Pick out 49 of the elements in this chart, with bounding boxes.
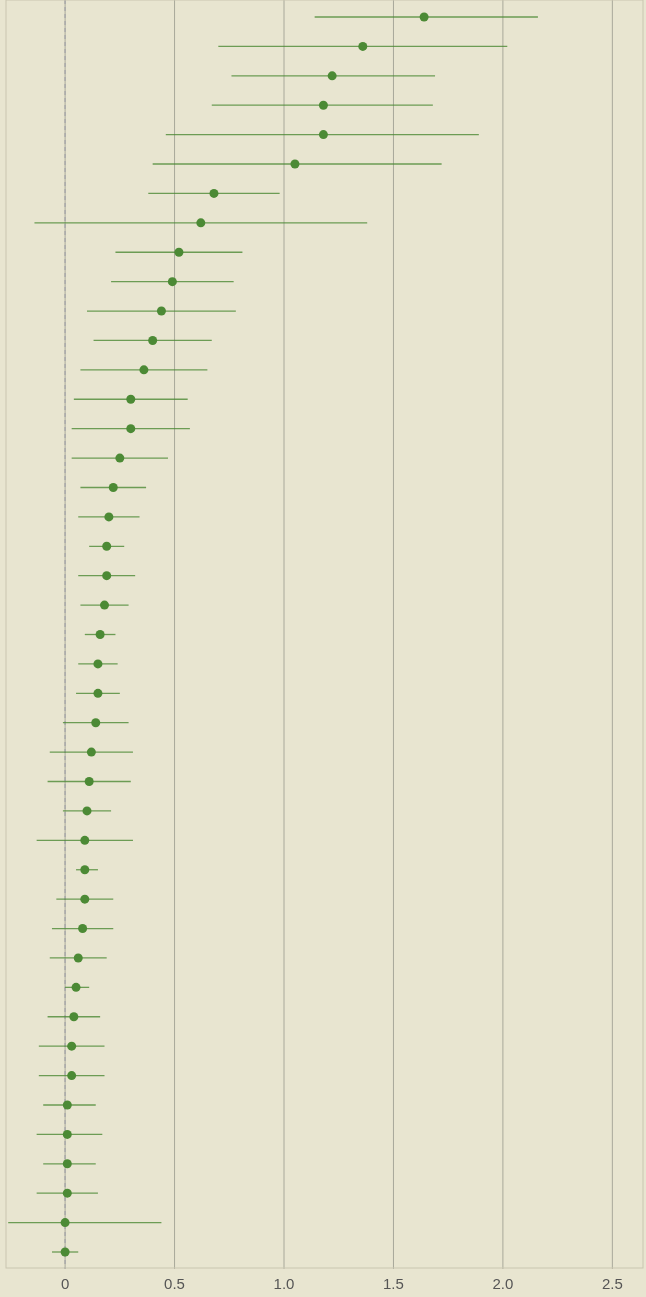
point [318,130,328,140]
x-tick-label: 2.0 [492,1275,514,1292]
point [139,365,149,375]
point [62,1100,72,1110]
point [174,247,184,257]
x-tick-label: 0 [60,1275,70,1292]
point [209,188,219,198]
point [102,541,112,551]
point [80,835,90,845]
point [327,71,337,81]
point [69,1012,79,1022]
point [80,865,90,875]
point [73,953,83,963]
point [86,747,96,757]
point [196,218,206,228]
x-tick-label: 1.5 [383,1275,404,1292]
point [93,688,103,698]
point [100,600,110,610]
point [60,1218,70,1228]
point [67,1041,77,1051]
point [115,453,125,463]
point [167,277,177,287]
point [419,12,429,22]
point [290,159,300,169]
point [104,512,114,522]
point [62,1159,72,1169]
point [80,894,90,904]
point [318,100,328,110]
point [78,924,88,934]
point [82,806,92,816]
point [84,777,94,787]
point [358,41,368,51]
point [148,335,158,345]
point [102,571,112,581]
point [93,659,103,669]
point [71,982,81,992]
point [67,1071,77,1081]
point [126,394,136,404]
x-tick-label: 2.5 [601,1275,623,1292]
point [60,1247,70,1257]
point [156,306,166,316]
x-tick-label: 1.0 [273,1275,295,1292]
point [126,424,136,434]
point [62,1188,72,1198]
point [62,1129,72,1139]
x-tick-label: 0.5 [164,1275,185,1292]
point [91,718,101,728]
point [108,482,118,492]
point [95,630,105,639]
